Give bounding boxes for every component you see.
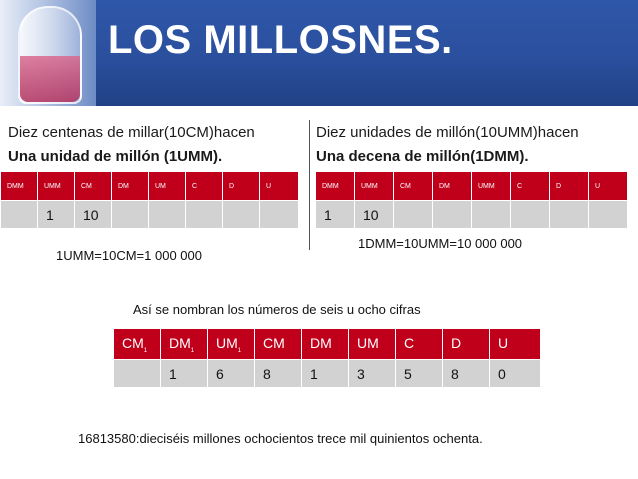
column-header: C <box>510 171 550 201</box>
column-header-label: DM <box>310 334 332 351</box>
table-cell: 8 <box>254 359 302 388</box>
column-header: UMM <box>354 171 394 201</box>
column-header: D <box>442 328 490 360</box>
column-header: DM <box>111 171 149 201</box>
table-row: 1 10 <box>0 200 299 229</box>
column-header-subscript: 1 <box>143 347 148 354</box>
column-header: CM <box>74 171 112 201</box>
column-header: DM1 <box>160 328 208 360</box>
column-header-subscript: 1 <box>190 347 195 354</box>
column-header: U <box>489 328 541 360</box>
main-place-value-table: CM1 DM1 UM1 CM DM UM C D U 1 6 8 1 3 5 8… <box>113 328 541 388</box>
column-header: D <box>222 171 260 201</box>
number-in-words: 16813580:dieciséis millones ochocientos … <box>78 431 483 446</box>
column-header-label: CM <box>122 334 144 351</box>
table-cell: 6 <box>207 359 255 388</box>
column-header: U <box>259 171 299 201</box>
table-cell <box>259 200 299 229</box>
table-cell <box>113 359 161 388</box>
table-cell: 1 <box>37 200 75 229</box>
table-cell <box>185 200 223 229</box>
column-header: CM1 <box>113 328 161 360</box>
column-header-label: UM <box>357 334 379 351</box>
table-header-row: DMM UMM CM DM UM C D U <box>0 171 299 201</box>
right-line-2: Una decena de millón(1DMM). <box>316 148 529 165</box>
table-cell: 1 <box>301 359 349 388</box>
table-cell: 0 <box>489 359 541 388</box>
column-header-label: C <box>404 334 415 351</box>
column-header: D <box>549 171 589 201</box>
column-header: DM <box>301 328 349 360</box>
page-title: LOS MILLOSNES. <box>108 18 453 62</box>
column-header-label: CM <box>263 334 285 351</box>
flask-liquid-shape <box>20 56 80 102</box>
column-header: CM <box>393 171 433 201</box>
column-header: UM1 <box>207 328 255 360</box>
column-header-label: DM <box>169 334 191 351</box>
table-cell: 5 <box>395 359 443 388</box>
table-row: 1 6 8 1 3 5 8 0 <box>113 359 541 388</box>
table-cell <box>111 200 149 229</box>
column-header: C <box>185 171 223 201</box>
table-cell <box>588 200 628 229</box>
left-formula: 1UMM=10CM=1 000 000 <box>56 248 202 263</box>
table-cell: 3 <box>348 359 396 388</box>
column-header: DMM <box>0 171 38 201</box>
table-cell <box>222 200 260 229</box>
column-header: UM <box>348 328 396 360</box>
table-cell <box>549 200 589 229</box>
table-cell: 1 <box>315 200 355 229</box>
column-header: UMM <box>37 171 75 201</box>
column-header-label: D <box>451 334 462 351</box>
column-header-subscript: 1 <box>237 347 242 354</box>
table-row: 1 10 <box>315 200 628 229</box>
left-place-value-table: DMM UMM CM DM UM C D U 1 10 <box>0 171 299 229</box>
table-cell <box>0 200 38 229</box>
table-cell <box>510 200 550 229</box>
table-cell <box>393 200 433 229</box>
flask-image <box>0 0 96 106</box>
column-header: DM <box>432 171 472 201</box>
table-cell <box>148 200 186 229</box>
table-header-row: CM1 DM1 UM1 CM DM UM C D U <box>113 328 541 360</box>
column-header: U <box>588 171 628 201</box>
right-formula: 1DMM=10UMM=10 000 000 <box>358 236 523 251</box>
table-cell: 1 <box>160 359 208 388</box>
table-cell: 10 <box>74 200 112 229</box>
right-place-value-table: DMM UMM CM DM UMM C D U 1 10 <box>315 171 628 229</box>
table-cell <box>471 200 511 229</box>
left-line-1: Diez centenas de millar(10CM)hacen <box>8 124 255 141</box>
table-header-row: DMM UMM CM DM UMM C D U <box>315 171 628 201</box>
left-line-2: Una unidad de millón (1UMM). <box>8 148 223 165</box>
title-banner: LOS MILLOSNES. <box>0 0 638 106</box>
table-cell <box>432 200 472 229</box>
column-header: DMM <box>315 171 355 201</box>
column-header-label: UM <box>216 334 238 351</box>
column-header: CM <box>254 328 302 360</box>
section-divider <box>309 120 310 250</box>
right-line-1: Diez unidades de millón(10UMM)hacen <box>316 124 579 141</box>
table-cell: 10 <box>354 200 394 229</box>
column-header: UM <box>148 171 186 201</box>
column-header: UMM <box>471 171 511 201</box>
column-header: C <box>395 328 443 360</box>
table-cell: 8 <box>442 359 490 388</box>
intro-text: Así se nombran los números de seis u och… <box>133 302 421 317</box>
column-header-label: U <box>498 334 509 351</box>
